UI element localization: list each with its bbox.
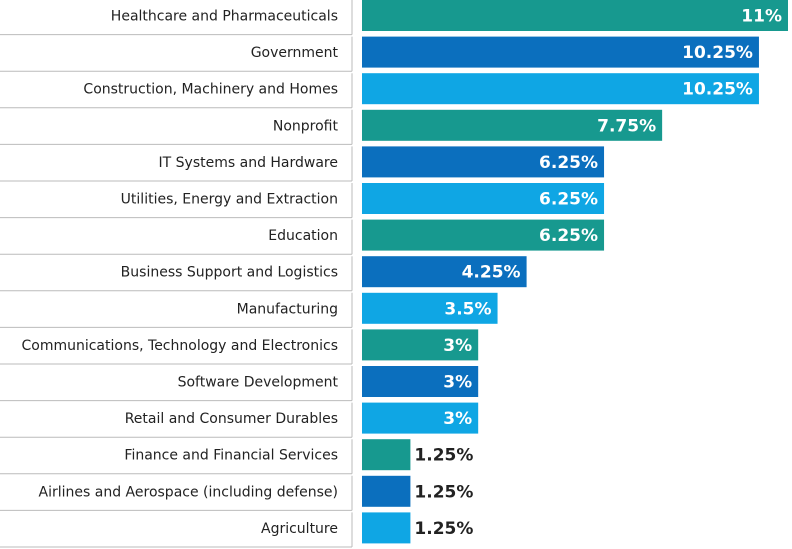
bar — [362, 256, 527, 288]
category-label: Finance and Financial Services — [124, 448, 338, 464]
value-label: 6.25% — [539, 226, 598, 246]
value-label: 1.25% — [414, 482, 473, 502]
category-label: Airlines and Aerospace (including defens… — [39, 484, 338, 500]
bar — [362, 292, 498, 324]
category-label: Agriculture — [261, 521, 338, 537]
category-label: Education — [268, 228, 338, 244]
category-label: Healthcare and Pharmaceuticals — [111, 9, 338, 25]
category-label: Manufacturing — [237, 301, 338, 317]
category-label: Nonprofit — [273, 118, 339, 134]
bar — [362, 109, 663, 141]
category-label: Communications, Technology and Electroni… — [21, 338, 338, 354]
bar — [362, 402, 479, 434]
bar — [362, 329, 479, 361]
value-label: 3.5% — [444, 299, 491, 319]
value-label: 6.25% — [539, 190, 598, 210]
category-label: IT Systems and Hardware — [159, 155, 338, 171]
category-label: Software Development — [178, 375, 339, 391]
value-label: 6.25% — [539, 153, 598, 173]
category-label: Government — [251, 45, 339, 61]
bar — [362, 219, 605, 251]
bar — [362, 475, 411, 507]
value-label: 11% — [741, 7, 782, 27]
value-label: 4.25% — [462, 263, 521, 283]
bar — [362, 73, 759, 105]
bar — [362, 439, 411, 471]
category-label: Construction, Machinery and Homes — [83, 82, 338, 98]
bar — [362, 0, 788, 31]
category-label: Retail and Consumer Durables — [125, 411, 338, 427]
category-label: Business Support and Logistics — [121, 265, 338, 281]
bar — [362, 183, 605, 214]
bar — [362, 146, 605, 178]
value-label: 1.25% — [414, 519, 473, 539]
value-label: 3% — [443, 336, 472, 356]
bar — [362, 36, 759, 68]
bar — [362, 366, 479, 397]
value-label: 3% — [443, 409, 472, 429]
bar — [362, 512, 411, 544]
value-label: 10.25% — [682, 43, 753, 63]
value-label: 10.25% — [682, 80, 753, 100]
category-label: Utilities, Energy and Extraction — [121, 192, 338, 208]
value-label: 7.75% — [597, 116, 656, 136]
value-label: 1.25% — [414, 446, 473, 466]
value-label: 3% — [443, 373, 472, 393]
